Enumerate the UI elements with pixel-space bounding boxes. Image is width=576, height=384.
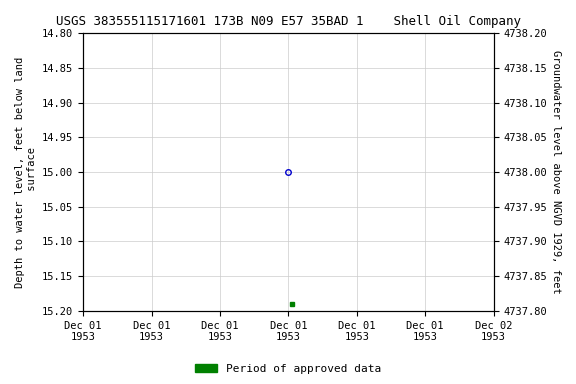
Legend: Period of approved data: Period of approved data bbox=[191, 359, 385, 379]
Title: USGS 383555115171601 173B N09 E57 35BAD 1    Shell Oil Company: USGS 383555115171601 173B N09 E57 35BAD … bbox=[56, 15, 521, 28]
Y-axis label: Groundwater level above NGVD 1929, feet: Groundwater level above NGVD 1929, feet bbox=[551, 50, 561, 294]
Y-axis label: Depth to water level, feet below land
 surface: Depth to water level, feet below land su… bbox=[15, 56, 37, 288]
